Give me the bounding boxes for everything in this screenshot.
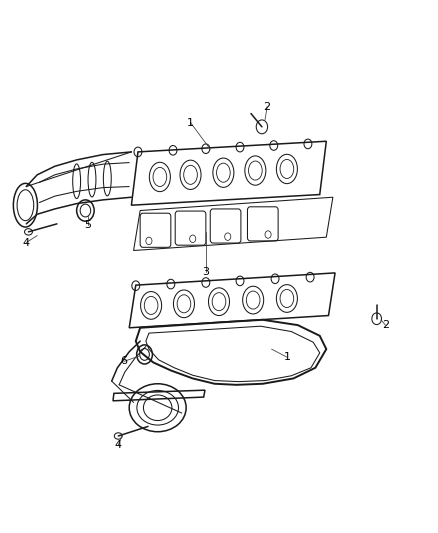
Text: 2: 2 <box>382 320 389 330</box>
Text: 4: 4 <box>115 440 122 450</box>
Text: 1: 1 <box>283 352 290 362</box>
Text: 4: 4 <box>23 238 30 247</box>
Text: 5: 5 <box>84 220 91 230</box>
Text: 1: 1 <box>187 118 194 127</box>
Text: 6: 6 <box>120 357 127 366</box>
Text: 3: 3 <box>202 267 209 277</box>
Text: 2: 2 <box>264 102 271 111</box>
